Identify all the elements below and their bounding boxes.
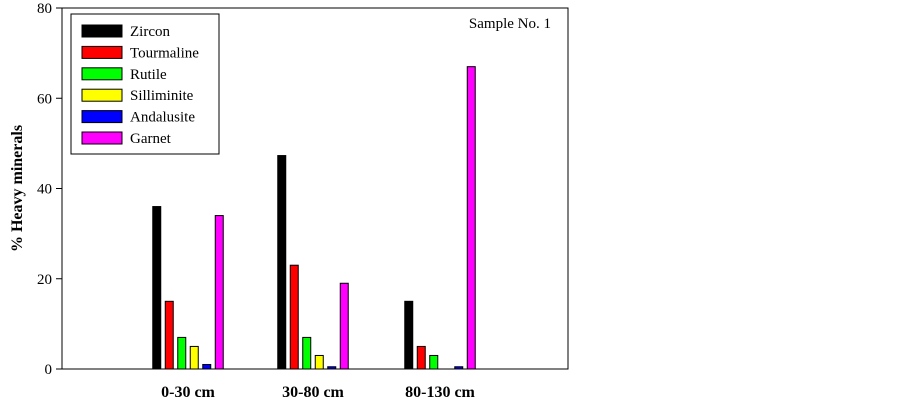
legend-swatch-garnet	[81, 131, 123, 145]
x-category-label: 30-80 cm	[282, 384, 344, 400]
bar-zircon-3	[404, 300, 414, 370]
legend-swatch-andalusite	[81, 110, 123, 124]
bar-garnet-3	[466, 66, 476, 370]
bar-rutile-2	[302, 336, 312, 370]
x-category-label: 0-30 cm	[161, 384, 215, 400]
bar-zircon-1	[152, 206, 162, 370]
legend-label-silliminite: Silliminite	[130, 88, 194, 104]
bar-garnet-2	[339, 282, 349, 370]
y-tick-label: 20	[37, 272, 52, 288]
sample-annotation: Sample No. 1	[469, 16, 551, 32]
y-tick-label: 0	[45, 362, 53, 378]
bar-rutile-1	[177, 336, 187, 370]
legend-swatch-silliminite	[81, 88, 123, 102]
bar-silliminite-2	[314, 354, 324, 370]
legend: Zircon Tourmaline Rutile Silliminite Andalus…	[70, 13, 220, 155]
bar-zircon-2	[277, 155, 287, 370]
bar-garnet-1	[214, 215, 224, 370]
legend-label-garnet: Garnet	[130, 131, 172, 147]
y-tick-label: 40	[37, 182, 52, 198]
bar-andalusite-2	[327, 366, 337, 370]
legend-swatch-tourmaline	[81, 45, 123, 59]
legend-label-zircon: Zircon	[130, 24, 170, 40]
bar-silliminite-1	[189, 345, 199, 370]
legend-swatch-rutile	[81, 67, 123, 81]
y-tick-label: 80	[37, 1, 52, 17]
legend-label-tourmaline: Tourmaline	[130, 45, 199, 61]
bars-group	[152, 66, 476, 370]
legend-label-andalusite: Andalusite	[130, 110, 195, 126]
y-tick-label: 60	[37, 91, 52, 107]
bar-tourmaline-2	[289, 264, 299, 370]
bar-andalusite-1	[202, 363, 212, 370]
x-category-label: 80-130 cm	[405, 384, 475, 400]
bar-tourmaline-3	[416, 345, 426, 370]
legend-label-rutile: Rutile	[130, 67, 167, 83]
bar-tourmaline-1	[164, 300, 174, 370]
y-axis-label: % Heavy minerals	[9, 125, 26, 252]
bar-rutile-3	[429, 354, 439, 370]
legend-swatch-zircon	[81, 24, 123, 38]
bar-andalusite-3	[454, 366, 464, 370]
